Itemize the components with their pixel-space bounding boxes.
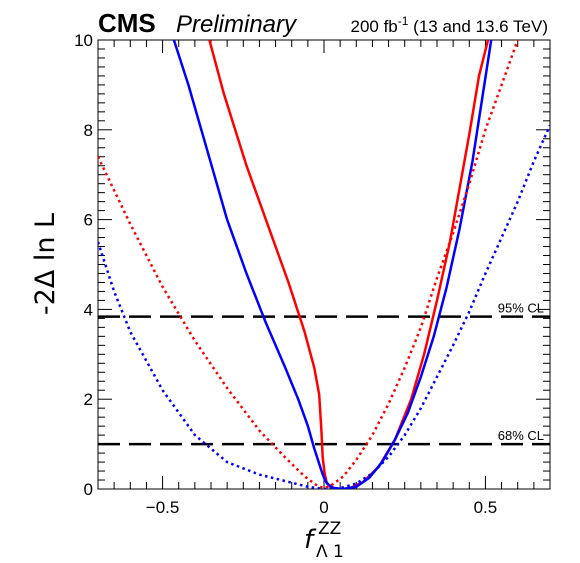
y-tick-label: 6 [84, 211, 93, 230]
plot-frame [97, 39, 551, 490]
x-axis-title-subscript: Λ 1 [316, 542, 344, 562]
x-tick-label: −0.5 [146, 498, 180, 517]
lumi-value: 200 fb [351, 17, 398, 36]
blue-dotted-curve [98, 124, 550, 489]
cms-label: CMS [98, 8, 156, 38]
y-tick-label: 2 [84, 390, 93, 409]
axis-tick-labels: −0.5 0 0.5 0 2 4 6 8 10 [74, 31, 497, 517]
reference-lines [98, 315, 550, 446]
curves [98, 40, 550, 489]
energy-label: (13 and 13.6 TeV) [408, 17, 548, 36]
reference-line-label: 68% CL [498, 428, 544, 443]
lumi-exponent: -1 [398, 14, 409, 28]
y-axis-title: -2Δ ln L [30, 213, 61, 315]
axis-ticks [97, 39, 551, 490]
y-tick-label: 10 [74, 31, 93, 50]
x-tick-label: 0.5 [474, 498, 498, 517]
lumi-label: 200 fb-1 (13 and 13.6 TeV) [351, 14, 549, 36]
y-tick-label: 0 [84, 480, 93, 499]
y-tick-label: 8 [84, 121, 93, 140]
preliminary-label: Preliminary [176, 11, 298, 38]
reference-line-labels: 95% CL 68% CL [498, 301, 544, 444]
blue-solid-curve [172, 40, 493, 489]
y-tick-label: 4 [84, 300, 93, 319]
x-axis-title-superscript: ZZ [318, 519, 341, 539]
x-tick-label: 0 [319, 498, 328, 517]
reference-line-label: 95% CL [498, 301, 544, 316]
red-dotted-curve [98, 40, 520, 489]
